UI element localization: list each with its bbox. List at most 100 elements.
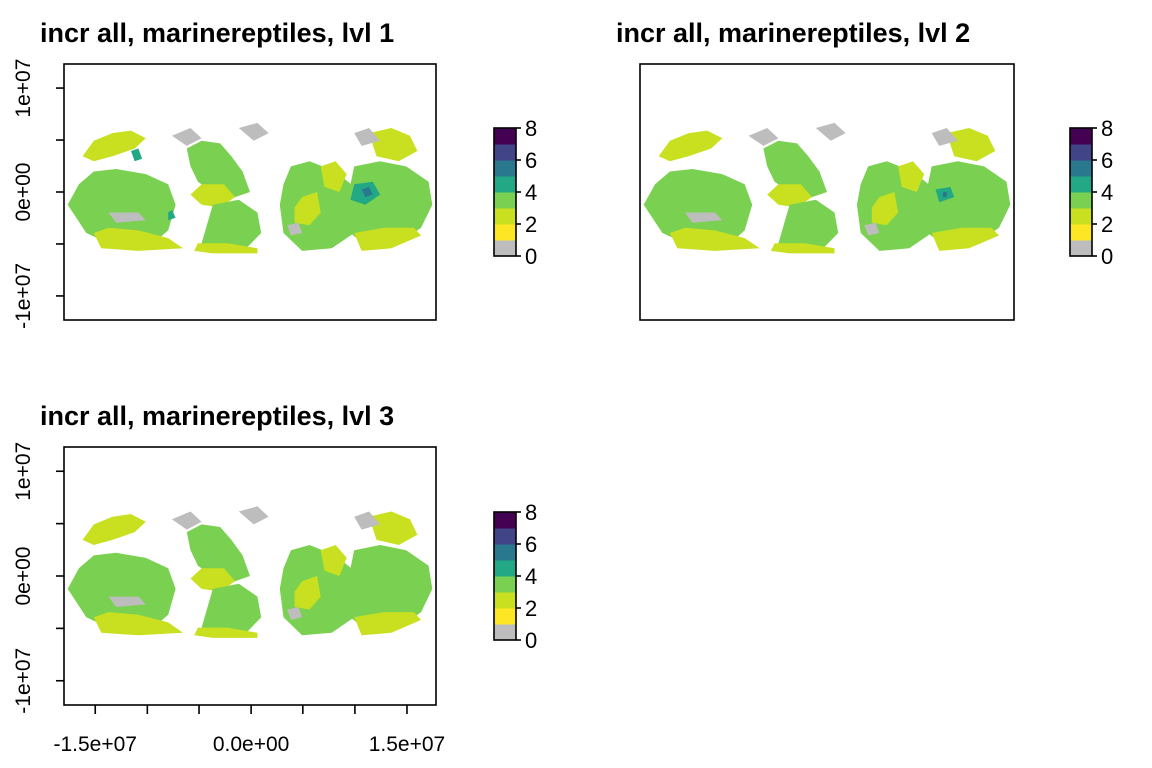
raster-region — [354, 511, 381, 530]
raster-region — [171, 128, 202, 146]
raster-region — [684, 212, 723, 223]
legend-label: 8 — [525, 116, 537, 141]
legend-swatch — [494, 512, 516, 529]
raster-region — [93, 227, 183, 251]
map-raster — [643, 122, 1011, 254]
legend-swatch — [1070, 144, 1092, 161]
legend-label: 2 — [525, 596, 537, 621]
raster-region — [201, 583, 262, 636]
legend-swatch — [1070, 160, 1092, 177]
raster-region — [946, 128, 996, 162]
legend-label: 2 — [525, 212, 537, 237]
y-tick-label: 0e+00 — [12, 547, 35, 606]
legend-swatch — [494, 624, 516, 641]
legend-swatch — [494, 160, 516, 177]
legend-swatch — [1070, 240, 1092, 257]
raster-region — [871, 192, 899, 226]
legend-swatch — [1070, 176, 1092, 193]
raster-region — [931, 128, 958, 146]
raster-region — [354, 128, 381, 146]
raster-region — [190, 568, 236, 592]
panel-title: incr all, marinereptiles, lvl 3 — [40, 401, 394, 431]
legend-swatch — [494, 560, 516, 577]
legend-swatch — [494, 544, 516, 561]
legend-swatch — [494, 128, 516, 145]
raster-region — [238, 122, 269, 141]
raster-region — [93, 612, 183, 636]
raster-region — [658, 130, 723, 162]
panel-2: incr all, marinereptiles, lvl 2 0 2 4 6 8 — [616, 18, 1113, 321]
x-tick-label: -1.5e+07 — [53, 733, 137, 756]
legend-label: 0 — [525, 244, 537, 269]
raster-region — [67, 552, 176, 628]
raster-region — [186, 524, 250, 582]
raster-region — [294, 576, 321, 610]
raster-region — [924, 161, 1011, 249]
raster-region — [748, 128, 779, 146]
legend-colorbar: 0 2 4 6 8 — [1069, 116, 1113, 269]
raster-region — [238, 506, 269, 525]
legend-label: 0 — [1101, 244, 1113, 269]
legend-swatch — [494, 608, 516, 625]
raster-region — [194, 627, 258, 638]
y-tick-label: -1e+07 — [12, 648, 35, 714]
raster-region — [294, 192, 321, 226]
raster-region — [354, 227, 422, 251]
raster-region — [201, 199, 262, 251]
legend-label: 8 — [1101, 116, 1113, 141]
raster-region — [770, 243, 835, 254]
legend-label: 0 — [525, 628, 537, 653]
plot-frame — [639, 63, 1015, 321]
legend-swatch — [494, 592, 516, 609]
raster-region — [186, 140, 250, 198]
raster-region — [108, 212, 146, 223]
legend-label: 6 — [1101, 148, 1113, 173]
raster-region — [369, 511, 418, 545]
y-tick-label: -1e+07 — [12, 263, 35, 329]
raster-region — [369, 128, 418, 162]
raster-region — [767, 184, 812, 208]
legend-swatch — [494, 240, 516, 257]
raster-region — [815, 122, 846, 141]
legend-swatch — [494, 224, 516, 241]
legend-swatch — [494, 208, 516, 225]
legend-swatch — [494, 144, 516, 161]
raster-region — [287, 607, 303, 620]
legend-colorbar: 0 2 4 6 8 — [493, 500, 537, 653]
legend-swatch — [1070, 128, 1092, 145]
raster-region — [168, 209, 176, 221]
panel-title: incr all, marinereptiles, lvl 2 — [616, 18, 970, 48]
legend-label: 4 — [1101, 180, 1113, 205]
raster-region — [320, 161, 347, 192]
legend-label: 4 — [525, 180, 537, 205]
legend-swatch — [1070, 192, 1092, 209]
legend-label: 6 — [525, 532, 537, 557]
raster-region — [778, 199, 839, 251]
map-raster — [67, 122, 433, 254]
raster-region — [898, 161, 925, 192]
legend-label: 8 — [525, 500, 537, 525]
raster-region — [942, 192, 947, 198]
raster-region — [346, 545, 433, 633]
x-tick-label: 1.5e+07 — [369, 733, 446, 756]
raster-region — [763, 140, 827, 198]
raster-region — [82, 130, 146, 162]
raster-region — [190, 184, 236, 208]
raster-region — [131, 148, 143, 162]
map-raster — [67, 506, 433, 638]
legend-swatch — [1070, 208, 1092, 225]
raster-region — [361, 186, 373, 198]
raster-region — [643, 169, 753, 244]
raster-region — [171, 511, 202, 530]
panel-title: incr all, marinereptiles, lvl 1 — [40, 18, 394, 48]
raster-region — [320, 545, 347, 576]
raster-region — [108, 596, 146, 607]
panel-1: incr all, marinereptiles, lvl 1 -1e+07 0e+… — [12, 18, 537, 329]
raster-region — [669, 227, 760, 251]
legend-swatch — [494, 528, 516, 545]
raster-region — [354, 612, 422, 636]
raster-region — [931, 227, 999, 251]
legend-colorbar: 0 2 4 6 8 — [493, 116, 537, 269]
legend-label: 2 — [1101, 212, 1113, 237]
